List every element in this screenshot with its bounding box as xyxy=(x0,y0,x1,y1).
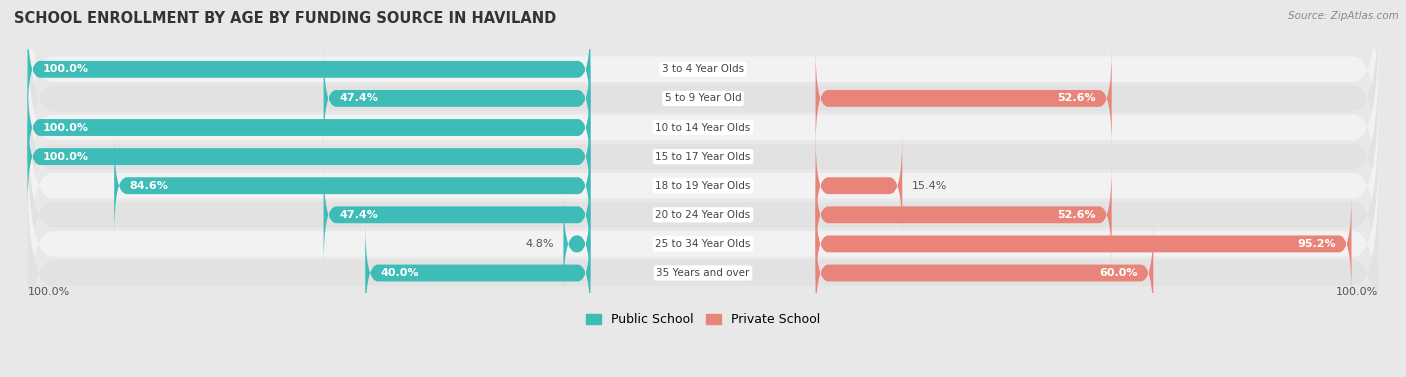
FancyBboxPatch shape xyxy=(114,136,591,236)
FancyBboxPatch shape xyxy=(323,165,591,265)
FancyBboxPatch shape xyxy=(815,49,1112,148)
FancyBboxPatch shape xyxy=(815,136,903,236)
Text: 60.0%: 60.0% xyxy=(1099,268,1137,278)
FancyBboxPatch shape xyxy=(815,165,1112,265)
Text: 40.0%: 40.0% xyxy=(381,268,419,278)
Text: 10 to 14 Year Olds: 10 to 14 Year Olds xyxy=(655,123,751,132)
FancyBboxPatch shape xyxy=(815,194,1351,294)
Text: 20 to 24 Year Olds: 20 to 24 Year Olds xyxy=(655,210,751,220)
Text: 100.0%: 100.0% xyxy=(44,123,89,132)
FancyBboxPatch shape xyxy=(815,223,1153,323)
FancyBboxPatch shape xyxy=(28,140,1378,348)
FancyBboxPatch shape xyxy=(28,53,1378,260)
Text: 35 Years and over: 35 Years and over xyxy=(657,268,749,278)
Text: 100.0%: 100.0% xyxy=(28,287,70,297)
Text: 4.8%: 4.8% xyxy=(526,239,554,249)
Text: 95.2%: 95.2% xyxy=(1298,239,1336,249)
Text: 47.4%: 47.4% xyxy=(339,93,378,103)
FancyBboxPatch shape xyxy=(28,82,1378,289)
FancyBboxPatch shape xyxy=(28,24,1378,231)
Text: 15 to 17 Year Olds: 15 to 17 Year Olds xyxy=(655,152,751,162)
FancyBboxPatch shape xyxy=(564,194,591,294)
Text: 100.0%: 100.0% xyxy=(44,64,89,74)
Text: 18 to 19 Year Olds: 18 to 19 Year Olds xyxy=(655,181,751,191)
Text: 84.6%: 84.6% xyxy=(129,181,169,191)
Text: 52.6%: 52.6% xyxy=(1057,210,1097,220)
Text: 3 to 4 Year Olds: 3 to 4 Year Olds xyxy=(662,64,744,74)
FancyBboxPatch shape xyxy=(28,20,591,119)
Text: 52.6%: 52.6% xyxy=(1057,93,1097,103)
Text: 100.0%: 100.0% xyxy=(1336,287,1378,297)
Text: SCHOOL ENROLLMENT BY AGE BY FUNDING SOURCE IN HAVILAND: SCHOOL ENROLLMENT BY AGE BY FUNDING SOUR… xyxy=(14,11,557,26)
FancyBboxPatch shape xyxy=(28,78,591,177)
Text: 47.4%: 47.4% xyxy=(339,210,378,220)
Legend: Public School, Private School: Public School, Private School xyxy=(581,308,825,331)
Text: Source: ZipAtlas.com: Source: ZipAtlas.com xyxy=(1288,11,1399,21)
FancyBboxPatch shape xyxy=(28,169,1378,377)
FancyBboxPatch shape xyxy=(366,223,591,323)
Text: 25 to 34 Year Olds: 25 to 34 Year Olds xyxy=(655,239,751,249)
FancyBboxPatch shape xyxy=(28,107,591,206)
FancyBboxPatch shape xyxy=(28,0,1378,202)
FancyBboxPatch shape xyxy=(28,0,1378,173)
FancyBboxPatch shape xyxy=(28,111,1378,319)
Text: 100.0%: 100.0% xyxy=(44,152,89,162)
Text: 15.4%: 15.4% xyxy=(911,181,948,191)
FancyBboxPatch shape xyxy=(323,49,591,148)
Text: 5 to 9 Year Old: 5 to 9 Year Old xyxy=(665,93,741,103)
